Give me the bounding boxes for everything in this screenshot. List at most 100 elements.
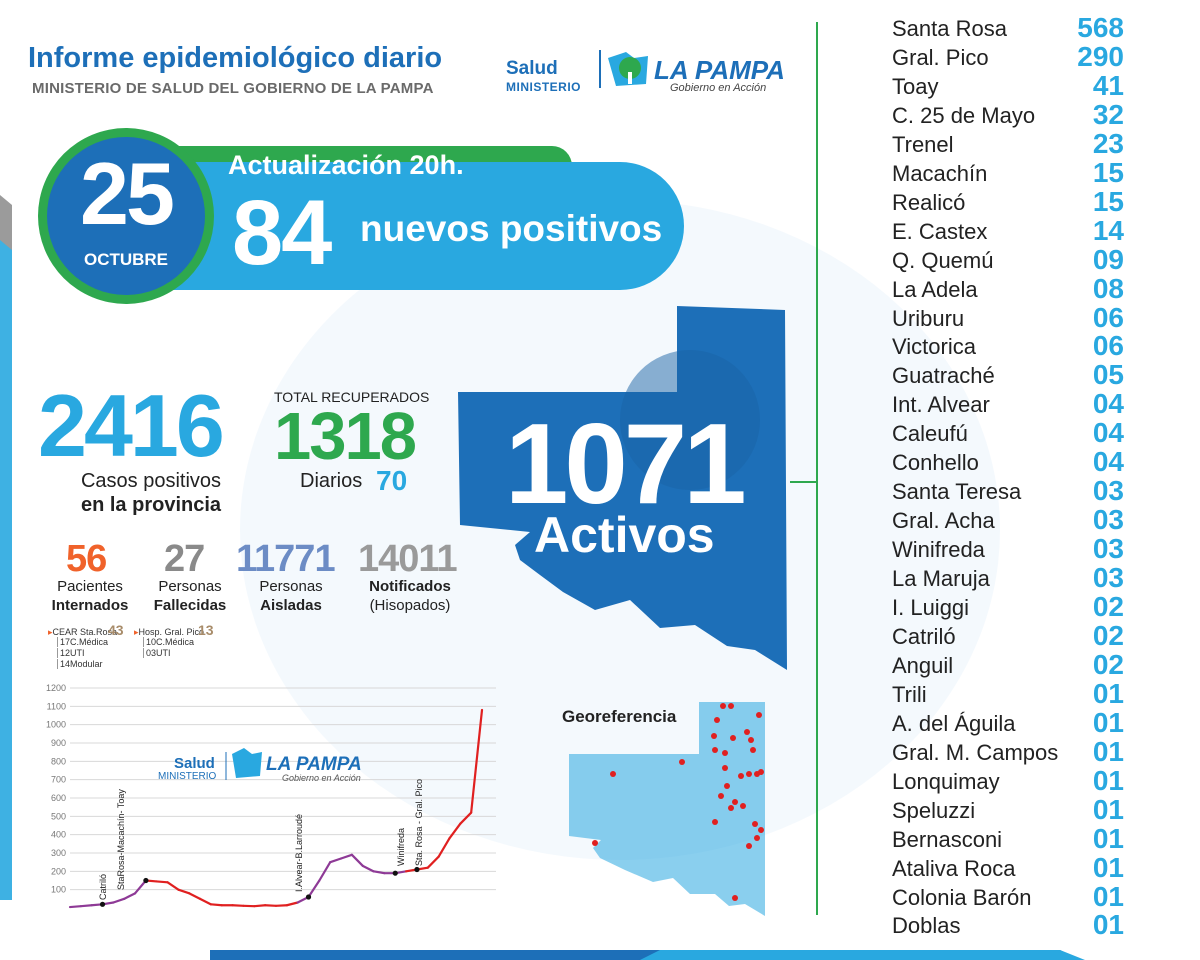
- locality-name: Colonia Barón: [892, 884, 1032, 910]
- series-segment: [339, 853, 353, 860]
- y-tick-label: 600: [51, 793, 66, 803]
- locality-name: Trili: [892, 681, 927, 707]
- locality-name: Trenel: [892, 131, 954, 157]
- hospital-pico-name: ▸Hosp. Gral. Pico: [134, 627, 205, 637]
- series-segment: [209, 903, 223, 907]
- series-segment: [123, 892, 137, 900]
- georeferencia-label: Georeferencia: [562, 707, 677, 726]
- fallecidos-count: 27: [164, 538, 205, 580]
- series-segment: [264, 904, 278, 907]
- locality-count: 09: [1092, 243, 1124, 275]
- hospital-pico-detail-1: 10C.Médica: [143, 637, 194, 647]
- locality-count: 03: [1092, 475, 1124, 507]
- annotation-point: [99, 901, 106, 907]
- locality-name: Gral. M. Campos: [892, 739, 1059, 765]
- locality-name: Victorica: [892, 334, 976, 360]
- series-segment: [166, 881, 180, 891]
- logo-lapampa-text: LA PAMPA: [654, 55, 785, 85]
- locality-count: 41: [1092, 69, 1124, 101]
- total-positive-count: 2416: [38, 376, 225, 475]
- locality-count: 01: [1092, 706, 1124, 738]
- active-label: Activos: [534, 507, 715, 563]
- locality-count: 04: [1092, 446, 1124, 478]
- notificados-label: Notificados: [369, 578, 451, 595]
- locality-name: Guatraché: [892, 363, 995, 389]
- svg-text:Salud: Salud: [174, 755, 215, 772]
- y-tick-label: 400: [51, 830, 66, 840]
- locality-count: 01: [1092, 909, 1124, 941]
- locality-name: C. 25 de Mayo: [892, 102, 1036, 128]
- y-tick-label: 1000: [46, 720, 66, 730]
- series-segment: [177, 888, 191, 895]
- series-segment: [274, 904, 288, 907]
- locality-name: Speluzzi: [892, 797, 976, 823]
- locality-name: Catriló: [892, 623, 956, 649]
- series-segment: [199, 897, 213, 906]
- locality-name: Lonquimay: [892, 768, 1000, 794]
- series-segment: [253, 904, 267, 908]
- locality-count: 03: [1092, 504, 1124, 536]
- date-day: 25: [80, 144, 175, 243]
- locality-count: 32: [1092, 98, 1124, 130]
- internados-label: Pacientes: [57, 578, 123, 595]
- locality-name: Doblas: [892, 913, 961, 939]
- hospital-cear-total: 43: [108, 622, 124, 638]
- new-positives-label: nuevos positivos: [360, 208, 663, 249]
- internados-count: 56: [66, 538, 107, 580]
- y-tick-label: 1100: [47, 701, 66, 711]
- hospital-pico-total: 13: [198, 622, 214, 638]
- locality-name: E. Castex: [892, 218, 988, 244]
- annotation-point: [392, 870, 398, 876]
- update-label: Actualización 20h.: [228, 150, 464, 180]
- series-segment: [133, 879, 147, 895]
- locality-count: 01: [1092, 793, 1124, 825]
- locality-count: 568: [1077, 12, 1124, 43]
- locality-count: 290: [1077, 40, 1124, 72]
- series-segment: [350, 853, 364, 867]
- daily-recovered-count: 70: [376, 465, 408, 496]
- locality-count: 02: [1092, 591, 1124, 622]
- svg-text:LA PAMPA: LA PAMPA: [266, 754, 362, 775]
- locality-name: Uriburu: [892, 305, 965, 331]
- date-month: OCTUBRE: [83, 250, 169, 269]
- locality-count: 23: [1092, 127, 1124, 159]
- locality-count: 01: [1092, 880, 1124, 912]
- series-segment: [188, 892, 202, 900]
- annotation-starosa-macachin-toay: StaRosa-Macachín- Toay: [116, 789, 126, 890]
- y-tick-label: 900: [51, 738, 66, 748]
- y-tick-label: 1200: [46, 683, 66, 693]
- hospital-pico-detail-2: 03UTI: [143, 648, 171, 658]
- new-positives-count: 84: [232, 182, 332, 284]
- locality-count: 02: [1092, 648, 1124, 680]
- series-segment: [79, 904, 93, 908]
- page-title: Informe epidemiológico diario: [28, 42, 443, 74]
- hospital-cear-detail-3: 14Modular: [57, 659, 103, 669]
- fallecidos-label-2: Fallecidas: [153, 597, 227, 614]
- hospital-cear-detail-1: 17C.Médica: [57, 637, 108, 647]
- y-tick-label: 500: [51, 811, 66, 821]
- locality-count: 01: [1092, 677, 1124, 709]
- locality-name: Gral. Pico: [892, 44, 989, 70]
- locality-count: 01: [1092, 735, 1124, 767]
- series-segment: [329, 857, 343, 864]
- locality-name: Int. Alvear: [892, 392, 990, 418]
- locality-count: 05: [1092, 359, 1124, 391]
- hospital-cear-detail-2: 12UTI: [57, 648, 85, 658]
- locality-name: I. Luiggi: [892, 595, 970, 620]
- locality-count: 03: [1092, 533, 1124, 565]
- y-tick-label: 800: [51, 756, 66, 766]
- locality-name: La Maruja: [892, 566, 990, 592]
- series-segment: [68, 905, 82, 909]
- series-segment: [318, 861, 332, 882]
- series-segment: [372, 870, 386, 875]
- annotation-point: [414, 866, 420, 873]
- locality-count: 01: [1092, 851, 1124, 883]
- locality-count: 01: [1092, 822, 1124, 854]
- aislados-count: 11771: [236, 538, 336, 580]
- chart-watermark-logo: Salud MINISTERIO LA PAMPA Gobierno en Ac…: [158, 748, 362, 783]
- locality-count: 02: [1092, 619, 1124, 651]
- logo-ministerio-text: MINISTERIO: [506, 80, 582, 94]
- locality-count: 04: [1092, 417, 1124, 449]
- locality-count: 08: [1092, 272, 1124, 304]
- locality-count: 04: [1092, 388, 1124, 420]
